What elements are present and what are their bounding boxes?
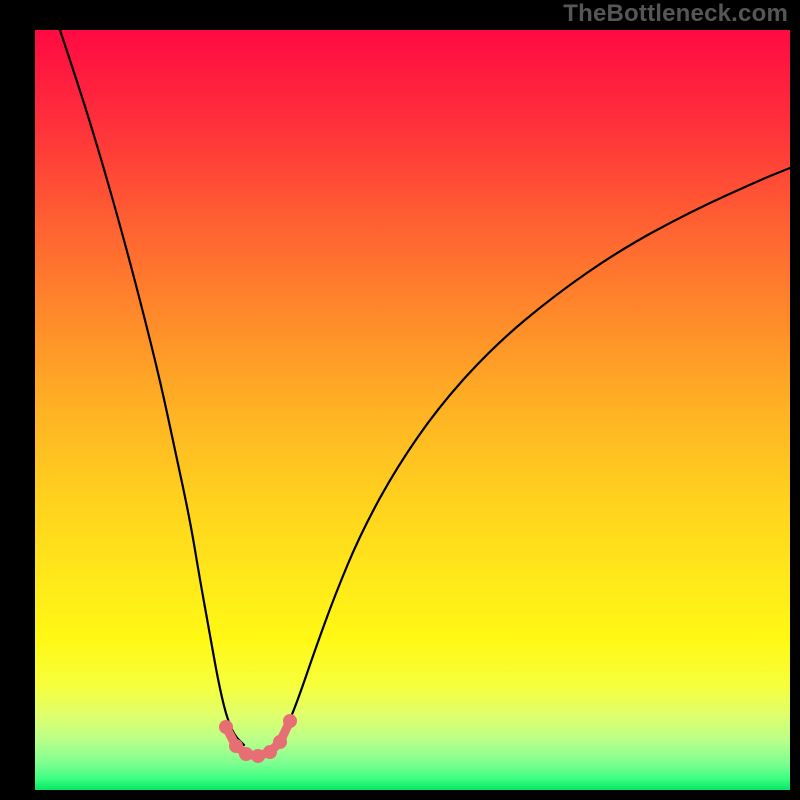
valley-marker xyxy=(219,720,233,734)
valley-marker xyxy=(273,735,287,749)
bottleneck-chart xyxy=(0,0,800,800)
chart-container: TheBottleneck.com xyxy=(0,0,800,800)
valley-marker xyxy=(263,745,277,759)
valley-marker xyxy=(251,749,265,763)
valley-marker xyxy=(239,747,253,761)
watermark-text: TheBottleneck.com xyxy=(563,0,788,28)
valley-marker xyxy=(283,714,297,728)
gradient-plot-area xyxy=(35,30,790,790)
